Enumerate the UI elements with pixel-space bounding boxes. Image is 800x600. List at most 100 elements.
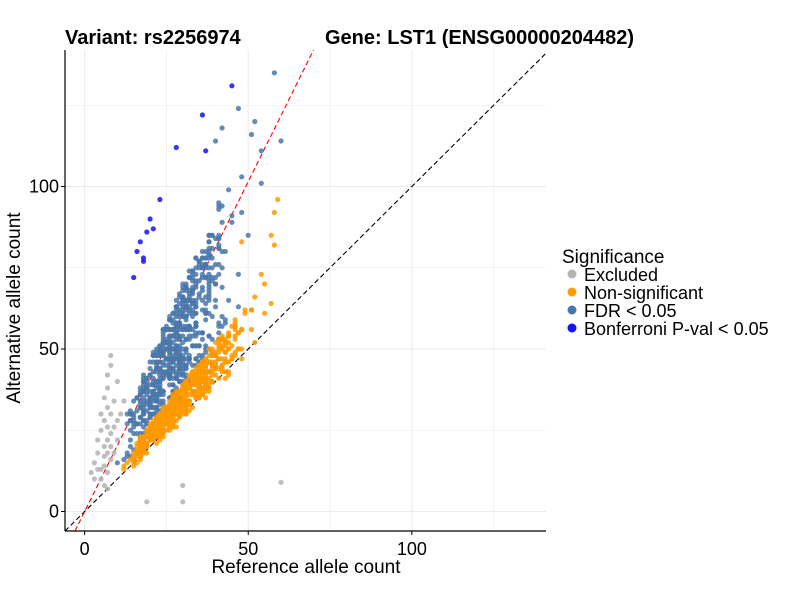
legend-swatch-non-significant [567,287,577,297]
point-fdr [212,281,219,287]
point-nonsig [206,352,212,359]
point-fdr [209,265,215,271]
point-excluded [101,395,107,401]
point-fdr [229,219,235,225]
point-excluded [114,417,120,424]
point-fdr [219,284,225,290]
point-fdr [190,287,196,294]
point-bonf [144,229,150,235]
point-fdr [193,284,199,290]
point-nonsig [170,401,176,407]
point-nonsig [196,395,202,401]
point-excluded [104,450,111,456]
x-tick-label: 50 [238,539,258,559]
point-fdr [173,304,179,310]
point-fdr [219,265,225,271]
point-bonf [229,83,235,89]
point-nonsig [147,424,153,430]
legend: Significance Excluded Non-significant FD… [562,247,769,339]
point-nonsig [199,359,205,365]
point-fdr [226,297,232,303]
point-bonf [140,258,147,264]
point-excluded [108,430,114,437]
y-tick-label: 50 [39,339,59,359]
point-fdr [176,336,183,342]
point-fdr [124,421,130,427]
point-nonsig [242,307,248,313]
data-points [88,70,284,505]
point-fdr [160,391,166,398]
point-fdr [206,239,212,245]
point-nonsig [180,388,186,394]
point-nonsig [193,391,199,398]
point-fdr [199,307,205,313]
point-fdr [190,278,196,284]
point-nonsig [173,424,179,430]
point-nonsig [199,365,205,372]
point-excluded [180,499,186,505]
point-fdr [127,437,133,443]
point-nonsig [154,440,160,446]
point-excluded [104,424,111,430]
point-fdr [147,372,153,378]
point-nonsig [209,372,215,378]
legend-swatch-fdr [567,305,577,315]
point-excluded [111,450,117,456]
point-fdr [216,206,222,212]
point-fdr [239,209,245,216]
point-fdr [173,313,179,320]
point-nonsig [203,356,209,362]
point-nonsig [124,460,130,466]
point-nonsig [248,307,255,313]
point-fdr [199,297,205,303]
point-fdr [186,268,192,274]
point-fdr [131,398,137,404]
point-fdr [206,248,212,255]
point-nonsig [252,294,258,300]
point-fdr [209,245,215,251]
point-fdr [193,343,199,349]
point-excluded [104,372,111,378]
point-bonf [134,248,140,255]
point-fdr [176,307,183,313]
point-excluded [101,482,107,489]
point-nonsig [180,401,186,407]
point-nonsig [160,427,166,433]
point-fdr [157,375,163,381]
point-fdr [144,378,150,385]
point-fdr [180,294,186,300]
point-nonsig [170,421,176,427]
point-excluded [108,352,114,359]
point-nonsig [262,310,268,316]
point-nonsig [219,365,225,372]
point-nonsig [137,437,143,443]
point-fdr [170,382,176,388]
point-nonsig [239,356,245,362]
point-nonsig [275,196,281,203]
point-fdr [131,417,137,424]
point-excluded [108,362,114,368]
point-nonsig [212,352,219,359]
point-nonsig [252,339,258,346]
point-fdr [193,356,199,362]
point-fdr [154,349,160,355]
point-fdr [134,430,140,437]
point-fdr [150,391,156,398]
point-fdr [180,304,186,310]
point-fdr [206,274,212,281]
point-fdr [219,248,225,255]
point-fdr [173,375,179,381]
point-bonf [131,274,137,281]
point-fdr [180,333,186,339]
legend-label-non-significant: Non-significant [584,283,703,303]
point-fdr [226,187,232,193]
point-nonsig [222,339,228,346]
point-fdr [154,408,160,414]
point-nonsig [248,326,255,333]
point-fdr [212,138,219,144]
point-fdr [212,235,219,242]
point-nonsig [232,317,238,323]
point-excluded [121,398,127,404]
point-fdr [206,297,212,303]
point-fdr [137,391,143,398]
